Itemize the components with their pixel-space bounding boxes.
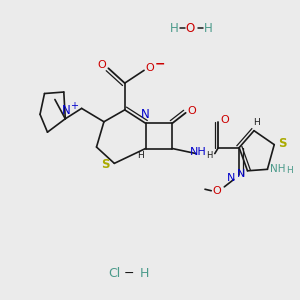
Text: NH: NH — [190, 147, 207, 157]
Text: S: S — [278, 137, 286, 150]
Text: H: H — [253, 118, 260, 127]
Text: O: O — [185, 22, 195, 34]
Text: H: H — [204, 22, 212, 34]
Text: S: S — [101, 158, 110, 171]
Text: O: O — [212, 186, 221, 196]
Text: O: O — [220, 115, 229, 125]
Text: N: N — [62, 104, 71, 117]
Text: H: H — [137, 151, 144, 160]
Text: N: N — [227, 172, 235, 183]
Text: O: O — [97, 60, 106, 70]
Text: Cl: Cl — [108, 267, 121, 280]
Text: N: N — [141, 108, 150, 122]
Text: O: O — [188, 106, 197, 116]
Text: H: H — [169, 22, 178, 34]
Text: N: N — [237, 169, 245, 179]
Text: H: H — [286, 166, 293, 175]
Text: +: + — [70, 101, 78, 111]
Text: O: O — [146, 63, 154, 73]
Text: H: H — [206, 151, 213, 160]
Text: −: − — [155, 57, 165, 70]
Text: H: H — [140, 267, 149, 280]
Text: NH: NH — [270, 164, 286, 174]
Text: −: − — [124, 267, 134, 280]
